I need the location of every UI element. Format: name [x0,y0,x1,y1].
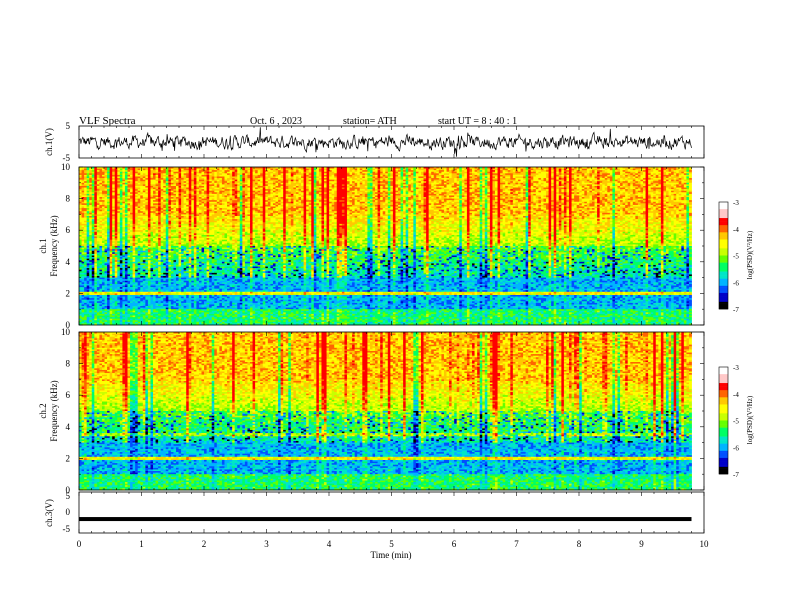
ch1-spectrogram-panel: ch.1 Frequency (kHz) 10 8 6 4 2 0 -3 -4 … [38,162,754,330]
figure-title: VLF Spectra [79,115,136,127]
ch1-spectrogram-image [79,167,692,325]
start-time-label: start UT = 8 : 40 : 1 [438,116,517,127]
ch1-waveform-ylabel: ch.1(V) [44,128,54,156]
station-label: station= ATH [343,116,397,127]
date-label: Oct. 6 , 2023 [250,116,302,127]
ch1-waveform-panel: 5 -5 ch.1(V) [44,121,704,163]
ch1-ytick-top: 5 [66,121,71,131]
